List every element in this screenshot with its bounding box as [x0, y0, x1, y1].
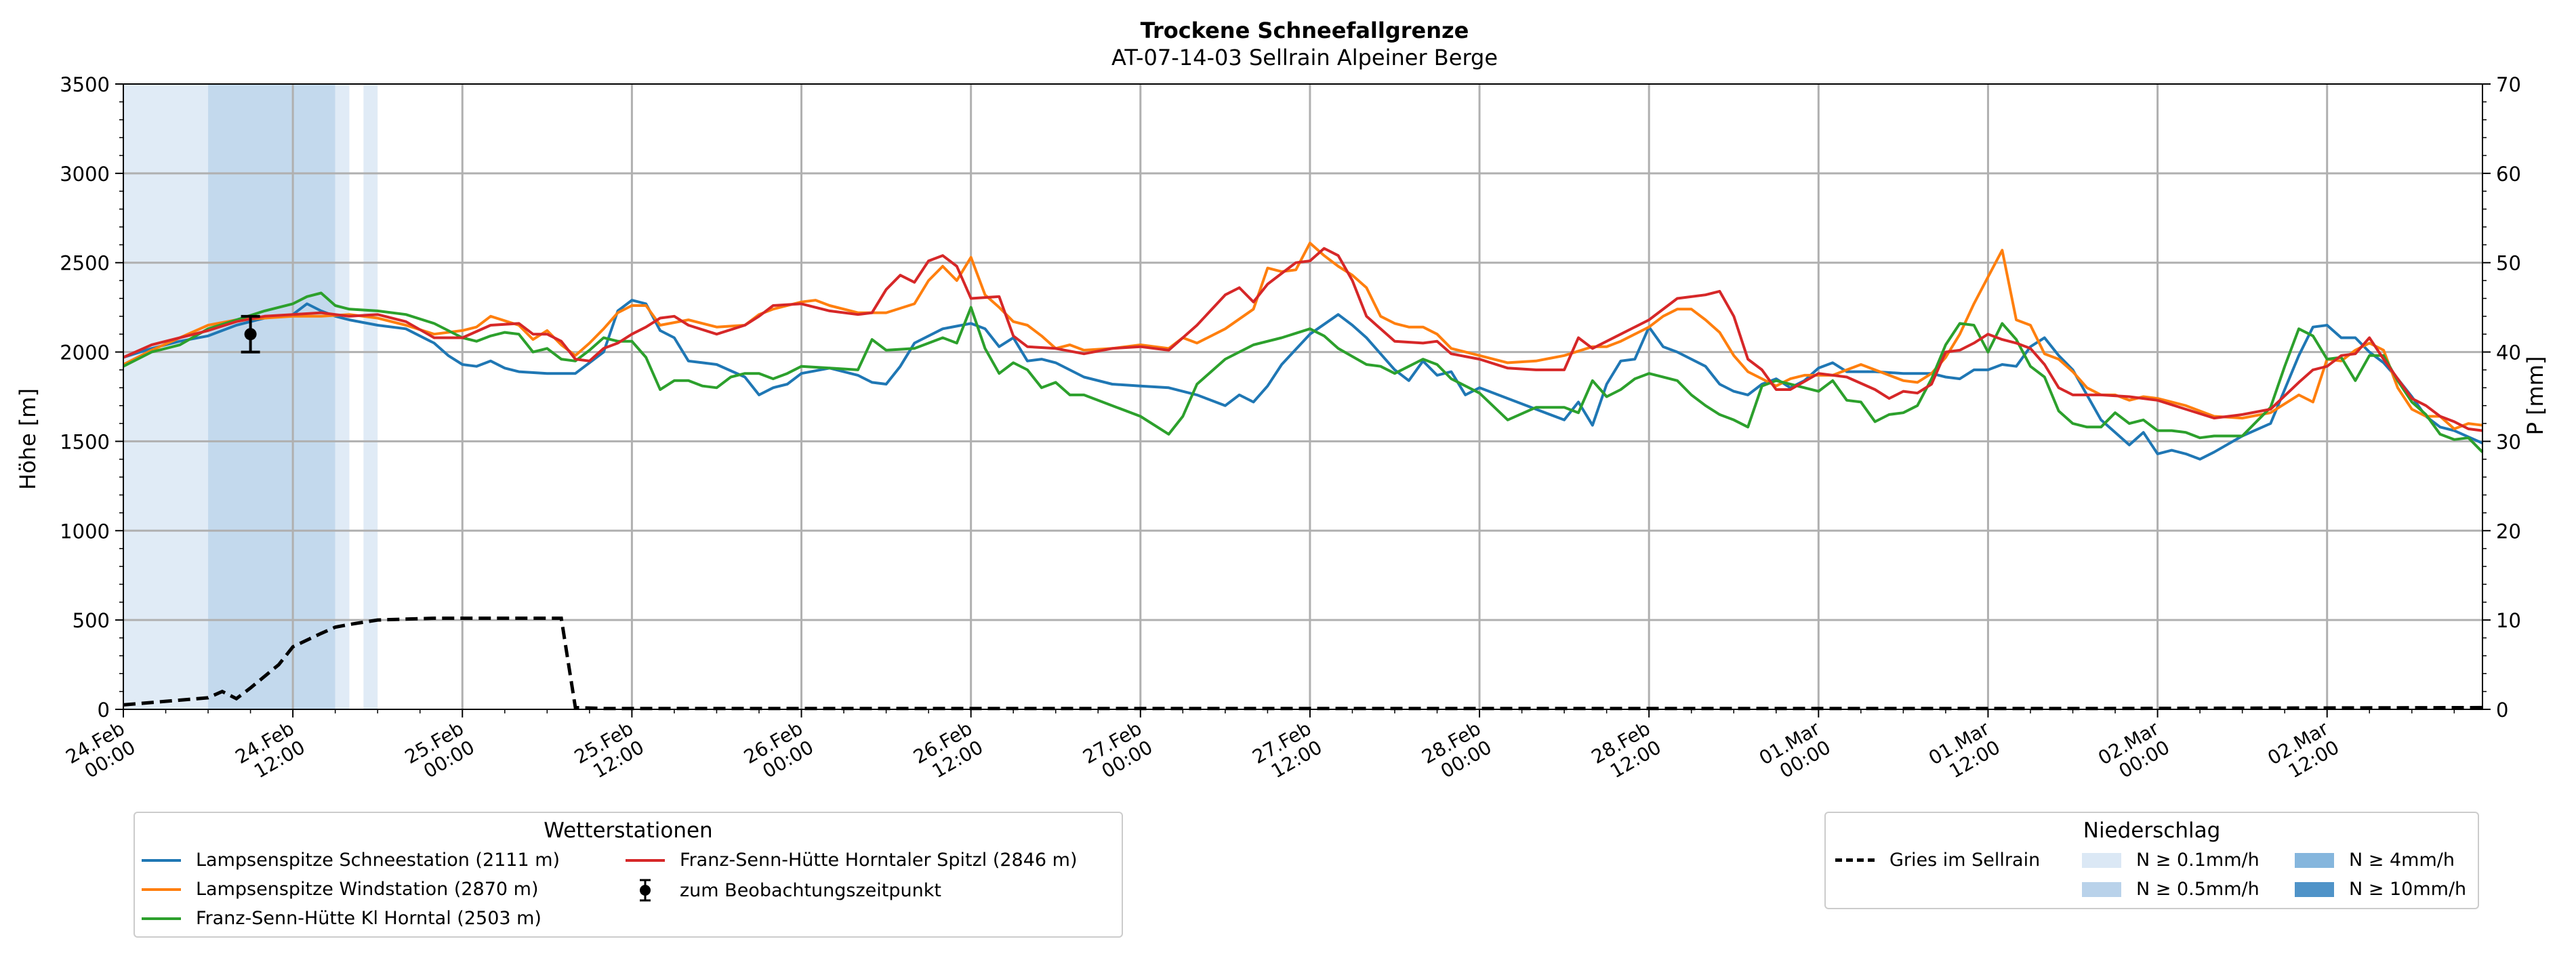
legend-label: zum Beobachtungszeitpunkt — [680, 879, 941, 901]
legend-label: N ≥ 10mm/h — [2349, 879, 2467, 900]
precip-band — [208, 84, 335, 709]
y-tick-label: 2500 — [60, 252, 110, 275]
y2-tick-label: 20 — [2496, 520, 2521, 543]
y-axis-label: Höhe [m] — [15, 388, 41, 490]
legend-label: N ≥ 0.5mm/h — [2136, 879, 2260, 900]
precipitation-bands — [123, 84, 378, 709]
y-tick-label: 3500 — [60, 73, 110, 96]
series-line-2 — [123, 291, 2484, 453]
y2-axis-label: P [mm] — [2522, 356, 2548, 436]
legend-swatch — [2295, 881, 2334, 897]
legend-swatch — [2082, 852, 2121, 868]
precipitation-line — [123, 617, 2483, 711]
series-lines — [123, 241, 2484, 461]
legend-label: N ≥ 4mm/h — [2349, 850, 2455, 871]
legend-item-observation: zum Beobachtungszeitpunkt — [626, 879, 941, 902]
legend-label: Gries im Sellrain — [1889, 850, 2041, 871]
y2-tick-label: 10 — [2496, 609, 2521, 632]
legend-swatch — [142, 917, 181, 920]
legend-stations: Wetterstationen Lampsenspitze Schneestat… — [134, 812, 1123, 938]
legend-swatch-dashed — [1835, 858, 1875, 862]
legend-label: Lampsenspitze Schneestation (2111 m) — [196, 850, 560, 871]
chart-title: Trockene Schneefallgrenze — [1141, 18, 1469, 43]
legend-item-kl-horntal: Franz-Senn-Hütte Kl Horntal (2503 m) — [142, 908, 541, 929]
legend-swatch — [2082, 881, 2121, 897]
legend-label: N ≥ 0.1mm/h — [2136, 850, 2260, 871]
legend-swatch — [142, 888, 181, 891]
grid-lines — [123, 84, 2482, 709]
precip-band — [123, 84, 209, 709]
legend-label: Franz-Senn-Hütte Kl Horntal (2503 m) — [196, 908, 541, 929]
y-tick-label: 500 — [73, 609, 110, 632]
precip-band — [363, 84, 378, 709]
legend-precip-title: Niederschlag — [2083, 818, 2221, 843]
y2-tick-label: 70 — [2496, 73, 2521, 96]
y2-tick-label: 30 — [2496, 430, 2521, 453]
legend-label: Lampsenspitze Windstation (2870 m) — [196, 879, 539, 900]
legend-item-precip-05: N ≥ 0.5mm/h — [2082, 879, 2260, 900]
y-tick-label: 3000 — [60, 163, 110, 186]
legend-swatch — [2295, 852, 2334, 868]
observation-point — [244, 328, 257, 341]
legend-stations-title: Wetterstationen — [544, 818, 713, 843]
y-axis-right: 0 10 20 30 40 50 60 70 — [2482, 73, 2521, 722]
precip-band — [335, 84, 350, 709]
series-line-1 — [123, 241, 2483, 430]
y-axis-left: 0 500 1000 1500 2000 2500 3000 3500 — [60, 73, 123, 722]
plot-frame — [123, 83, 2483, 710]
series-line-0 — [123, 299, 2483, 461]
legend-swatch — [626, 858, 665, 862]
chart-subtitle: AT-07-14-03 Sellrain Alpeiner Berge — [1111, 45, 1498, 70]
y-tick-label: 0 — [98, 699, 110, 722]
errorbar-icon — [640, 879, 651, 902]
y-tick-label: 1000 — [60, 520, 110, 543]
legend-precip: Niederschlag Gries im Sellrain N ≥ 0.1mm… — [1824, 812, 2479, 909]
precip-series-line — [123, 617, 2483, 711]
series-line-3 — [123, 247, 2483, 432]
y-tick-label: 1500 — [60, 430, 110, 453]
legend-item-windstation: Lampsenspitze Windstation (2870 m) — [142, 879, 539, 900]
legend-label: Franz-Senn-Hütte Horntaler Spitzl (2846 … — [680, 850, 1078, 871]
y-tick-label: 2000 — [60, 341, 110, 365]
y2-tick-label: 0 — [2496, 699, 2508, 722]
y2-tick-label: 50 — [2496, 252, 2521, 275]
y2-tick-label: 40 — [2496, 341, 2521, 365]
legend-item-precip-10: N ≥ 10mm/h — [2295, 879, 2466, 900]
legend-swatch — [142, 858, 181, 862]
legend-item-gries: Gries im Sellrain — [1835, 850, 2040, 871]
legend-item-horntaler-spitzl: Franz-Senn-Hütte Horntaler Spitzl (2846 … — [626, 850, 1078, 871]
legend-item-schneestation: Lampsenspitze Schneestation (2111 m) — [142, 850, 560, 871]
legend-item-precip-01: N ≥ 0.1mm/h — [2082, 850, 2260, 871]
legend-item-precip-4: N ≥ 4mm/h — [2295, 850, 2455, 871]
observation-marker — [241, 314, 260, 354]
y2-tick-label: 60 — [2496, 163, 2521, 186]
